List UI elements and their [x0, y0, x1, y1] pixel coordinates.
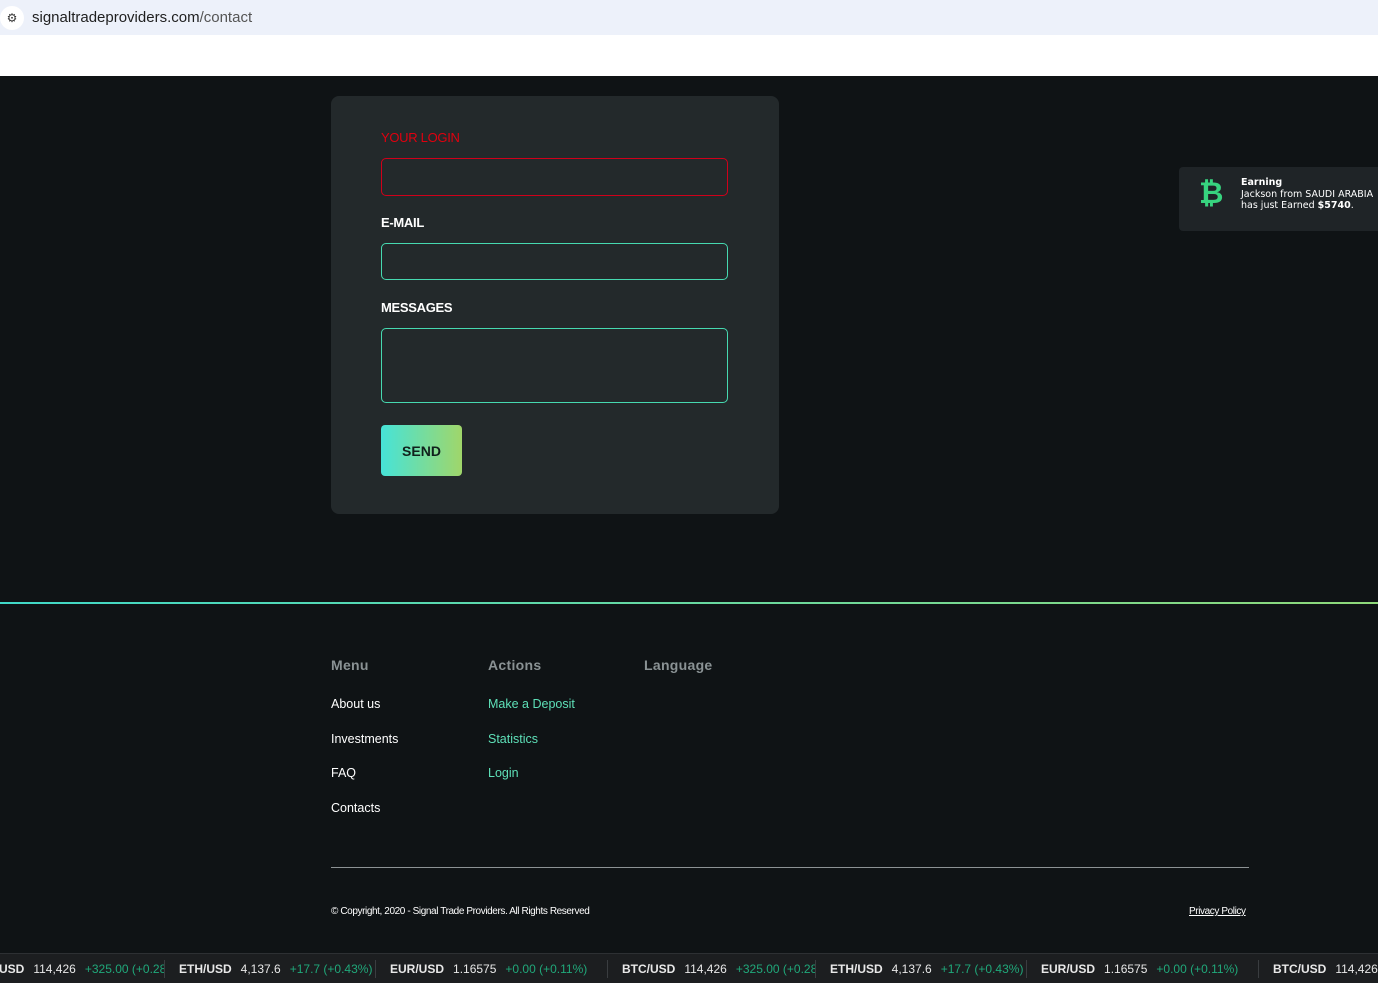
notification-suffix: .	[1350, 200, 1354, 211]
menu-title: Menu	[331, 657, 369, 673]
address-bar[interactable]: ⚙ signaltradeproviders.com/contact	[0, 0, 1378, 35]
ticker-price: 4,137.6	[891, 962, 932, 976]
login-label: YOUR LOGIN	[381, 130, 460, 145]
ticker-symbol: BTC/USD	[0, 962, 25, 976]
site-settings-icon[interactable]: ⚙	[0, 5, 24, 30]
ticker-symbol: EUR/USD	[1041, 962, 1096, 976]
ticker-price: 1.16575	[453, 962, 497, 976]
url-domain: signaltradeproviders.com	[32, 9, 200, 26]
ticker-item[interactable]: ETH/USD 4,137.6 +17.7 (+0.43%)	[815, 960, 1026, 978]
ticker-price: 114,426	[684, 962, 727, 976]
url-path: /contact	[199, 9, 253, 26]
footer-link-investments[interactable]: Investments	[331, 731, 399, 746]
actions-title: Actions	[488, 657, 542, 673]
url-text[interactable]: signaltradeproviders.com/contact	[32, 9, 252, 26]
ticker-price: 114,426	[1335, 962, 1378, 976]
ticker-symbol: EUR/USD	[390, 962, 445, 976]
header-blank	[0, 35, 1378, 76]
copyright: © Copyright, 2020 - Signal Trade Provide…	[331, 906, 590, 917]
privacy-policy-link[interactable]: Privacy Policy	[1189, 906, 1246, 917]
email-label: E-MAIL	[381, 215, 424, 230]
ticker-item[interactable]: BTC/USD 114,426 +325.00 (+0.28%)	[607, 960, 815, 978]
email-input[interactable]	[381, 243, 728, 280]
ticker-symbol: BTC/USD	[622, 962, 676, 976]
ticker-price: 4,137.6	[240, 962, 281, 976]
price-ticker[interactable]: BTC/USD 114,426 +325.00 (+0.28%) ETH/USD 4,1…	[0, 953, 1378, 983]
ticker-item[interactable]: ETH/USD 4,137.6 +17.7 (+0.43%)	[164, 960, 375, 978]
ticker-change: +17.7 (+0.43%)	[289, 962, 373, 976]
footer-link-deposit[interactable]: Make a Deposit	[488, 697, 575, 711]
ticker-change: +0.00 (+0.11%)	[505, 962, 588, 976]
ticker-price: 114,426	[33, 962, 76, 976]
ticker-item[interactable]: EUR/USD 1.16575 +0.00 (+0.11%)	[375, 960, 607, 978]
ticker-item[interactable]: EUR/USD 1.16575 +0.00 (+0.11%)	[1026, 960, 1258, 978]
footer-menu: Menu About us Investments FAQ Contacts	[331, 657, 398, 835]
notification-amount: $5740	[1317, 200, 1351, 211]
ticker-change: +325.00 (+0.28%)	[735, 962, 815, 976]
footer-link-statistics[interactable]: Statistics	[488, 731, 539, 746]
ticker-change: +325.00 (+0.28%)	[84, 962, 164, 976]
send-button[interactable]: SEND	[381, 425, 462, 476]
ticker-symbol: ETH/USD	[830, 962, 883, 976]
ticker-track: BTC/USD 114,426 +325.00 (+0.28%) ETH/USD 4,1…	[0, 954, 1378, 983]
ticker-price: 1.16575	[1104, 962, 1148, 976]
footer-link-login[interactable]: Login	[488, 766, 519, 780]
footer-link-contacts[interactable]: Contacts	[331, 800, 381, 815]
language-title: Language	[644, 657, 713, 673]
footer-link-faq[interactable]: FAQ	[331, 766, 357, 780]
footer-divider	[0, 602, 1378, 604]
bitcoin-icon: ₿	[1199, 177, 1224, 210]
ticker-symbol: BTC/USD	[1273, 962, 1327, 976]
login-input[interactable]	[381, 158, 728, 196]
notification-title: Earning	[1241, 177, 1283, 188]
contact-form: YOUR LOGIN E-MAIL MESSAGES SEND	[331, 96, 779, 514]
messages-textarea[interactable]	[381, 328, 728, 403]
footer-actions: Actions Make a Deposit Statistics Login	[488, 657, 575, 801]
footer-rule	[331, 867, 1249, 868]
ticker-item[interactable]: BTC/USD 114,426 +325.00 (+0.28%)	[0, 960, 164, 978]
footer-link-about[interactable]: About us	[331, 697, 381, 711]
ticker-change: +17.7 (+0.43%)	[940, 962, 1024, 976]
ticker-symbol: ETH/USD	[179, 962, 232, 976]
earning-notification: ₿ Earning Jackson from SAUDI ARABIA has …	[1179, 167, 1378, 231]
footer-language: Language	[644, 657, 713, 697]
ticker-change: +0.00 (+0.11%)	[1156, 962, 1239, 976]
messages-label: MESSAGES	[381, 300, 453, 315]
notification-line1: Jackson from SAUDI ARABIA	[1241, 188, 1374, 200]
notification-line2-prefix: has just Earned	[1241, 200, 1318, 211]
